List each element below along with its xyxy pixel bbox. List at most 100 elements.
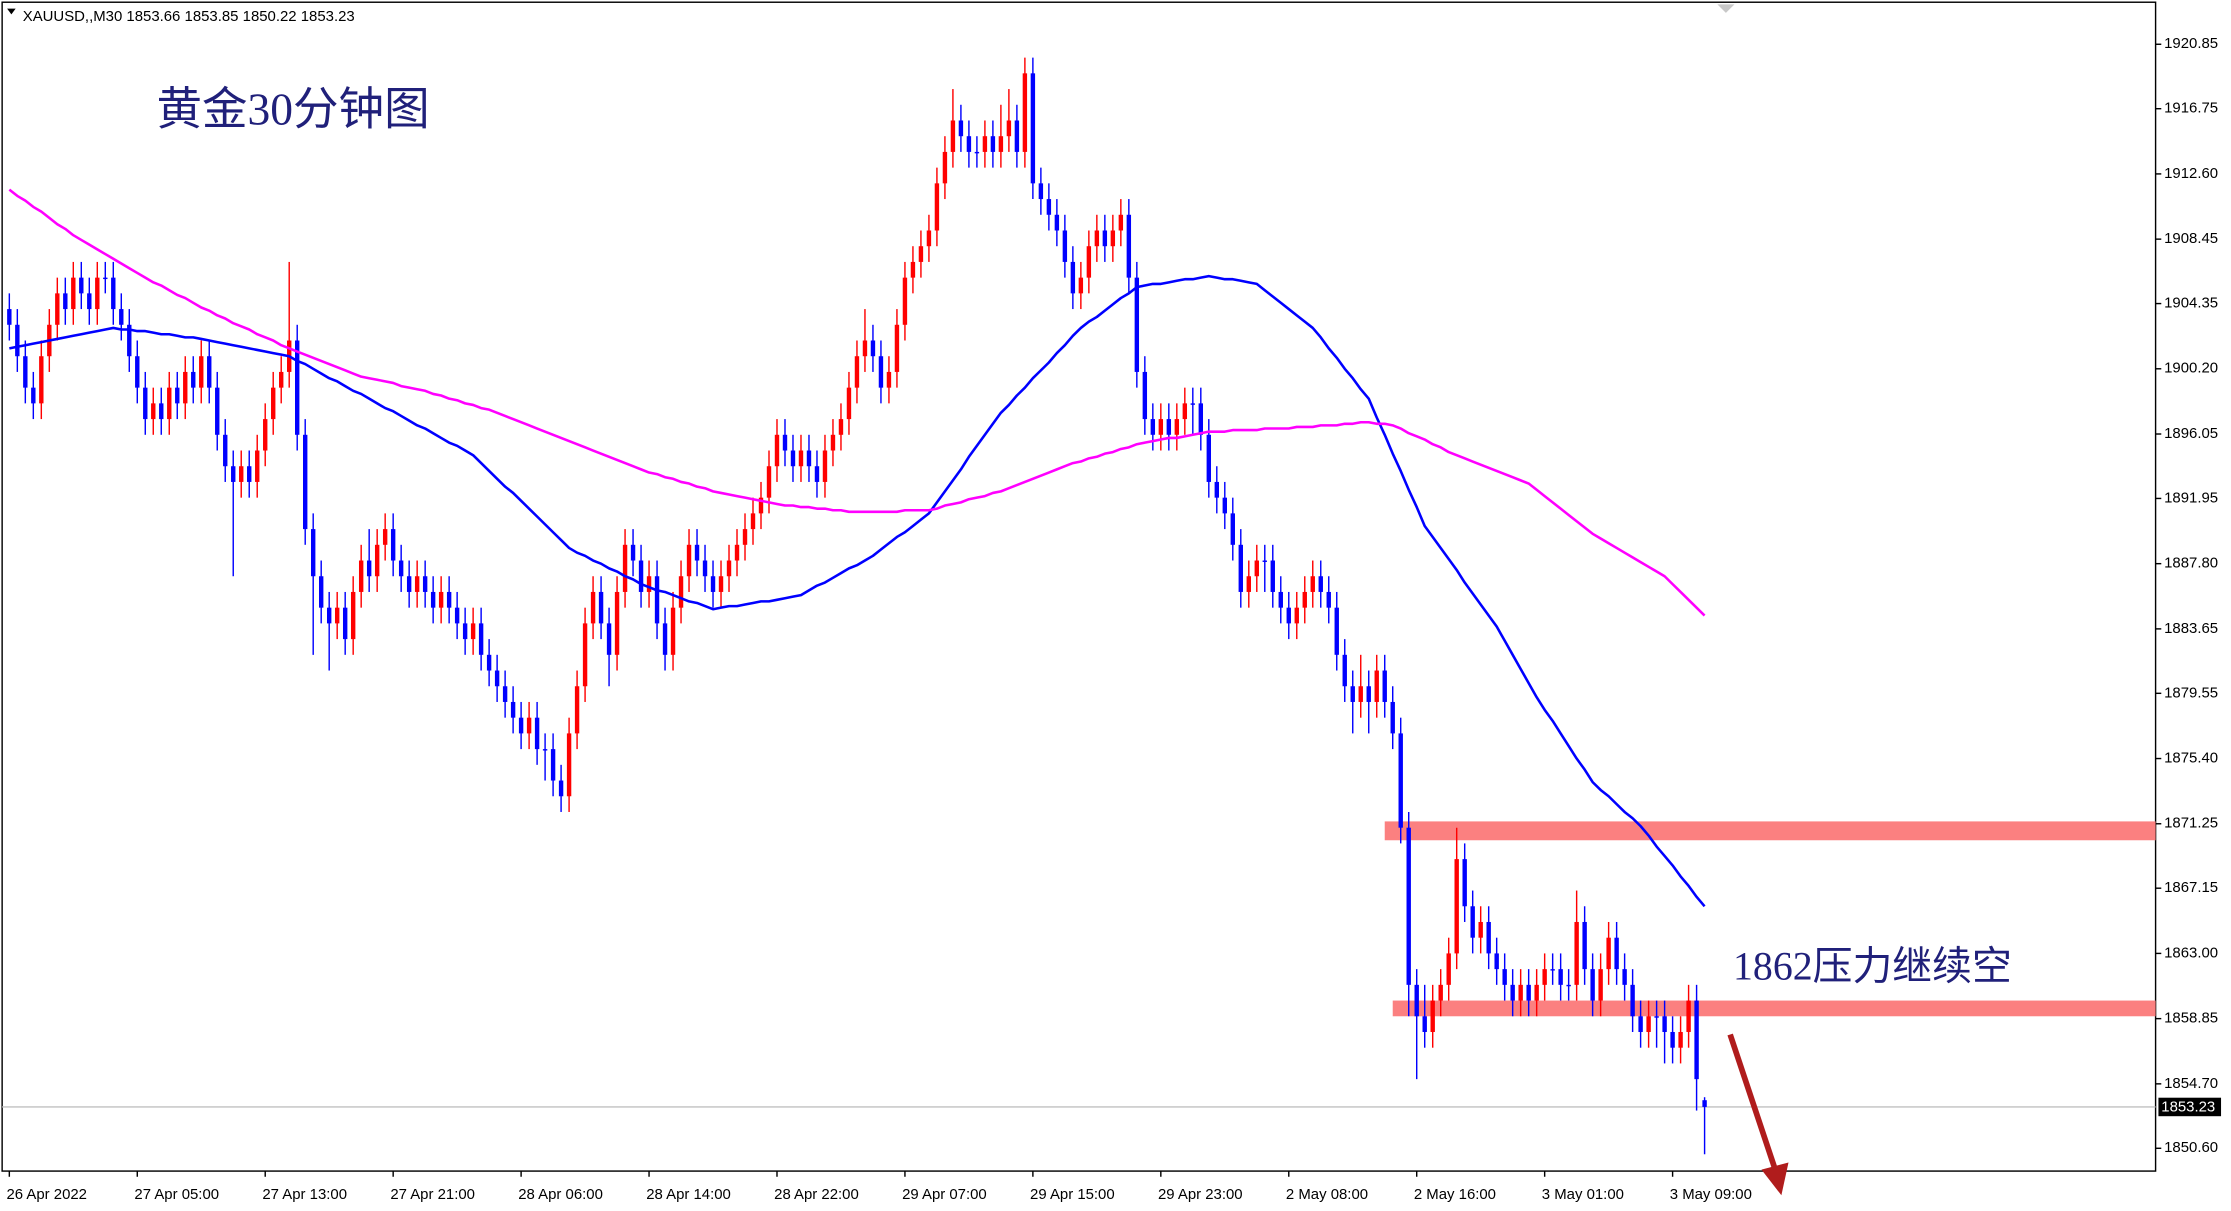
candle-body	[438, 591, 444, 608]
candle-body	[1678, 1031, 1683, 1048]
candle-body	[582, 623, 588, 687]
candle-body	[566, 733, 572, 797]
x-tick-label: 3 May 01:00	[1542, 1186, 1624, 1203]
candle-body	[750, 513, 756, 530]
candle-body	[702, 560, 708, 577]
candle-body	[1574, 921, 1579, 985]
candle-body	[1598, 969, 1603, 1001]
candle-body	[1422, 1016, 1427, 1032]
candle-body	[7, 309, 12, 325]
candle-body	[782, 434, 788, 451]
candle-body	[414, 576, 420, 592]
candle-body	[231, 466, 236, 482]
candle-body	[558, 780, 564, 797]
candle-body	[1518, 984, 1523, 1001]
candle-body	[1390, 701, 1395, 734]
candle-body	[1630, 984, 1635, 1017]
x-tick-label: 28 Apr 14:00	[646, 1186, 731, 1203]
candle-body	[726, 560, 732, 577]
y-tick-label: 1850.60	[2164, 1139, 2218, 1156]
candle-body	[279, 371, 284, 388]
candle-body	[1094, 230, 1100, 247]
candle-body	[678, 576, 684, 608]
candle-body	[1150, 419, 1156, 435]
close: 1853.23	[301, 8, 355, 25]
y-tick-label: 1887.80	[2164, 555, 2218, 572]
candle-body	[518, 717, 524, 734]
candle-body	[846, 387, 852, 420]
y-tick-label: 1879.55	[2164, 684, 2218, 701]
candle-body	[1182, 403, 1188, 420]
candle-body	[1510, 984, 1515, 1001]
y-tick-label: 1916.75	[2164, 100, 2218, 117]
candle-body	[854, 356, 860, 388]
high: 1853.85	[185, 8, 239, 25]
candle-body	[622, 544, 628, 592]
candle-body	[1430, 1000, 1435, 1032]
candle-body	[734, 544, 740, 561]
candle-body	[55, 293, 60, 325]
candle-body	[1622, 969, 1627, 985]
candle-body	[1070, 261, 1076, 294]
candle-body	[318, 576, 324, 608]
candle-body	[654, 576, 660, 624]
candle-body	[494, 670, 500, 687]
candle-body	[1318, 576, 1323, 592]
candle-body	[1550, 969, 1555, 971]
candle-body	[1230, 513, 1235, 545]
candle-body	[239, 466, 244, 482]
candle-body	[143, 387, 148, 420]
resistance-zone	[1384, 821, 2156, 841]
candle-body	[670, 607, 676, 655]
candle-body	[742, 529, 748, 545]
candle-body	[39, 356, 44, 404]
candle-body	[159, 403, 164, 420]
candle-body	[1366, 686, 1371, 702]
candle-body	[111, 277, 116, 310]
candle-body	[1062, 230, 1068, 262]
candle-body	[398, 560, 404, 577]
current-price-label: 1853.23	[2161, 1099, 2215, 1116]
candle-body	[1166, 419, 1172, 435]
candle-body	[990, 136, 996, 152]
candle-body	[1526, 984, 1531, 1001]
x-tick-label: 2 May 16:00	[1414, 1186, 1496, 1203]
candle-body	[1134, 277, 1140, 372]
x-tick-label: 29 Apr 15:00	[1030, 1186, 1115, 1203]
candle-body	[1398, 733, 1403, 828]
candle-body	[662, 623, 668, 655]
candle-body	[1342, 654, 1347, 687]
candle-body	[638, 560, 644, 592]
candle-body	[766, 466, 772, 498]
arrow-shaft	[1727, 1033, 1777, 1168]
candle-body	[1030, 73, 1036, 184]
candle-body	[974, 151, 980, 154]
candle-body	[1350, 686, 1355, 702]
candle-body	[310, 529, 316, 577]
candle-body	[1686, 1000, 1691, 1032]
candle-body	[1078, 277, 1084, 294]
candle-body	[127, 324, 132, 357]
candle-body	[1086, 246, 1092, 278]
candle-body	[1438, 984, 1443, 1001]
candle-body	[326, 607, 332, 624]
candle-body	[1054, 214, 1060, 231]
candle-body	[79, 277, 84, 294]
candle-body	[1014, 120, 1020, 152]
candle-body	[934, 183, 940, 231]
candle-body	[1646, 1016, 1651, 1032]
candle-body	[1326, 591, 1331, 608]
candle-body	[942, 151, 948, 184]
candle-body	[902, 277, 908, 325]
arrow-head	[1761, 1162, 1789, 1196]
candle-body	[1582, 921, 1587, 970]
candle-body	[790, 450, 796, 467]
candle-body	[334, 607, 340, 624]
candle-body	[119, 309, 124, 325]
y-tick-label: 1871.25	[2164, 815, 2218, 832]
candle-body	[982, 136, 988, 152]
candle-body	[303, 434, 308, 530]
candle-body	[422, 576, 428, 592]
candle-body	[774, 434, 780, 467]
candle-body	[918, 246, 924, 262]
